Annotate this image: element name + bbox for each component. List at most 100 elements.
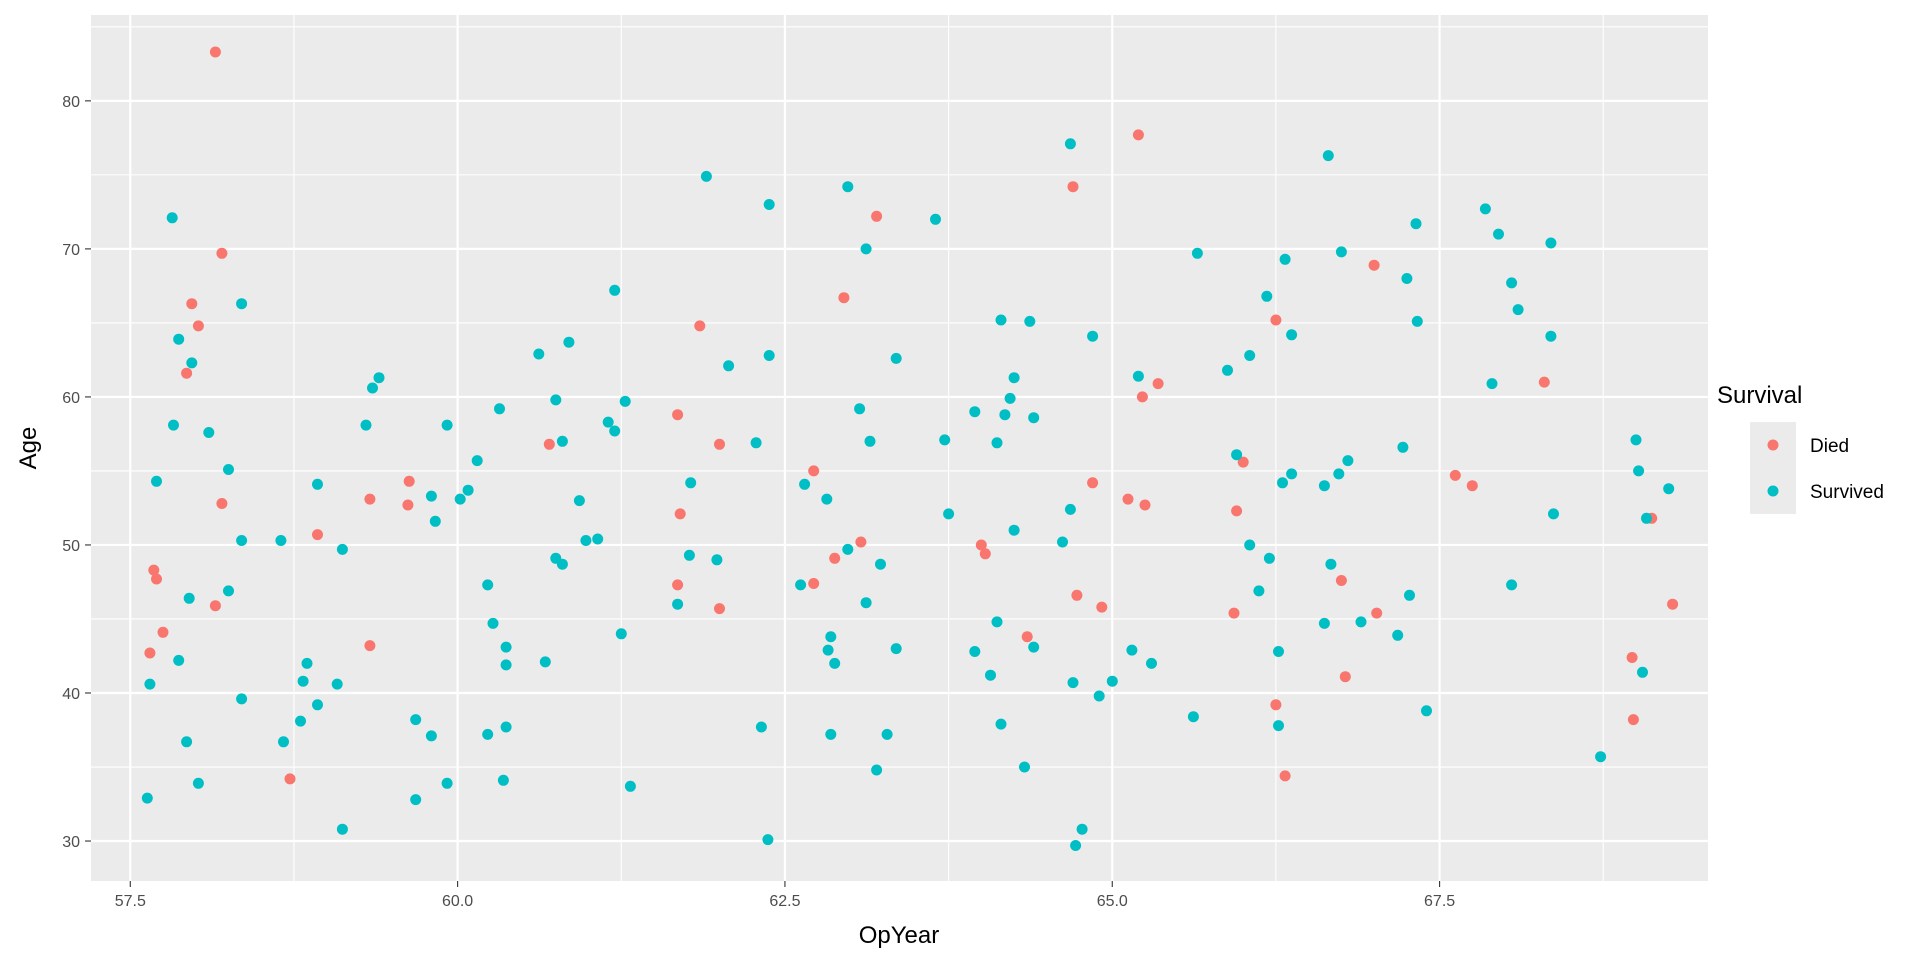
data-point-died	[364, 493, 376, 505]
data-point-survived	[563, 336, 575, 348]
data-point-survived	[1286, 468, 1298, 480]
data-point-survived	[236, 298, 248, 310]
data-point-survived	[500, 721, 512, 733]
data-points	[141, 46, 1679, 851]
data-point-survived	[425, 730, 437, 742]
data-point-survived	[1637, 666, 1648, 678]
data-point-survived	[755, 721, 767, 733]
data-point-died	[1071, 589, 1083, 601]
x-tick-label: 60.0	[442, 893, 473, 910]
data-point-survived	[441, 419, 453, 431]
y-axis-ticks: 30 40 50 60 70 80	[62, 94, 91, 851]
data-point-survived	[1273, 720, 1284, 732]
data-point-died	[1139, 499, 1151, 511]
data-point-died	[672, 409, 684, 421]
data-point-survived	[336, 543, 348, 555]
data-point-survived	[1479, 203, 1491, 215]
data-point-survived	[1545, 237, 1557, 249]
data-point-died	[151, 573, 162, 585]
x-axis-ticks: 57.5 60.0 62.5 65.0 67.5	[115, 881, 1455, 910]
data-point-died	[1279, 770, 1291, 782]
data-point-survived	[1146, 657, 1157, 669]
data-point-died	[284, 773, 296, 785]
data-point-died	[216, 498, 228, 509]
data-point-survived	[236, 535, 248, 546]
data-point-died	[975, 539, 987, 551]
data-point-survived	[1401, 273, 1413, 284]
data-point-survived	[1397, 441, 1409, 453]
data-point-survived	[1506, 277, 1518, 289]
y-tick-label: 30	[62, 834, 80, 851]
data-point-survived	[1277, 477, 1288, 489]
data-point-survived	[943, 508, 955, 520]
data-point-survived	[1253, 585, 1265, 597]
data-point-survived	[860, 597, 872, 609]
data-point-survived	[985, 669, 996, 681]
data-point-survived	[854, 403, 866, 415]
data-point-survived	[825, 631, 837, 643]
y-tick-label: 50	[62, 538, 80, 555]
data-point-survived	[672, 598, 684, 610]
legend: Survival Died Survived	[1717, 382, 1884, 514]
data-point-survived	[360, 419, 372, 431]
data-point-survived	[331, 678, 343, 690]
data-point-survived	[890, 352, 902, 364]
data-point-survived	[1064, 138, 1076, 150]
data-point-died	[181, 367, 193, 379]
data-point-died	[672, 579, 684, 591]
data-point-survived	[969, 406, 981, 418]
data-point-survived	[1261, 290, 1273, 302]
data-point-survived	[1630, 434, 1642, 446]
data-point-survived	[373, 372, 385, 384]
data-point-survived	[723, 360, 735, 372]
data-point-died	[312, 529, 323, 541]
data-point-survived	[750, 437, 762, 449]
data-point-survived	[1410, 218, 1422, 230]
data-point-survived	[301, 657, 313, 669]
data-point-died	[714, 438, 725, 450]
data-point-survived	[367, 382, 378, 394]
data-point-survived	[683, 549, 695, 561]
data-point-survived	[995, 314, 1007, 326]
data-point-survived	[487, 617, 499, 629]
data-point-survived	[482, 579, 494, 591]
data-point-survived	[539, 656, 551, 668]
data-point-survived	[173, 654, 185, 666]
data-point-survived	[930, 213, 941, 225]
data-point-survived	[991, 616, 1003, 628]
y-tick-label: 40	[62, 686, 80, 703]
y-tick-label: 80	[62, 94, 80, 111]
data-point-survived	[609, 425, 621, 437]
data-point-died	[148, 564, 160, 576]
data-point-survived	[1028, 412, 1040, 424]
data-point-survived	[1019, 761, 1030, 773]
data-point-survived	[995, 718, 1007, 730]
data-point-died	[1237, 456, 1249, 468]
data-point-survived	[871, 764, 883, 776]
data-point-died	[1466, 480, 1478, 492]
data-point-survived	[166, 212, 178, 224]
data-point-survived	[500, 659, 512, 671]
data-point-survived	[425, 490, 437, 502]
data-point-died	[192, 320, 204, 332]
data-point-died	[808, 465, 820, 477]
data-point-survived	[1548, 508, 1559, 520]
data-point-survived	[1493, 228, 1504, 240]
data-point-survived	[141, 792, 153, 804]
data-point-survived	[1286, 329, 1298, 341]
data-point-died	[1132, 129, 1144, 141]
data-point-survived	[1106, 675, 1118, 687]
y-tick-label: 70	[62, 242, 80, 259]
data-point-died	[1667, 598, 1679, 610]
data-point-survived	[223, 585, 234, 597]
data-point-died	[694, 320, 706, 332]
data-point-died	[1152, 378, 1164, 390]
data-point-survived	[223, 464, 234, 475]
data-point-died	[1449, 469, 1461, 481]
data-point-survived	[1325, 558, 1337, 570]
data-point-died	[1538, 376, 1550, 388]
data-point-survived	[1187, 711, 1199, 723]
data-point-died	[1270, 699, 1282, 711]
data-point-died	[209, 46, 221, 58]
